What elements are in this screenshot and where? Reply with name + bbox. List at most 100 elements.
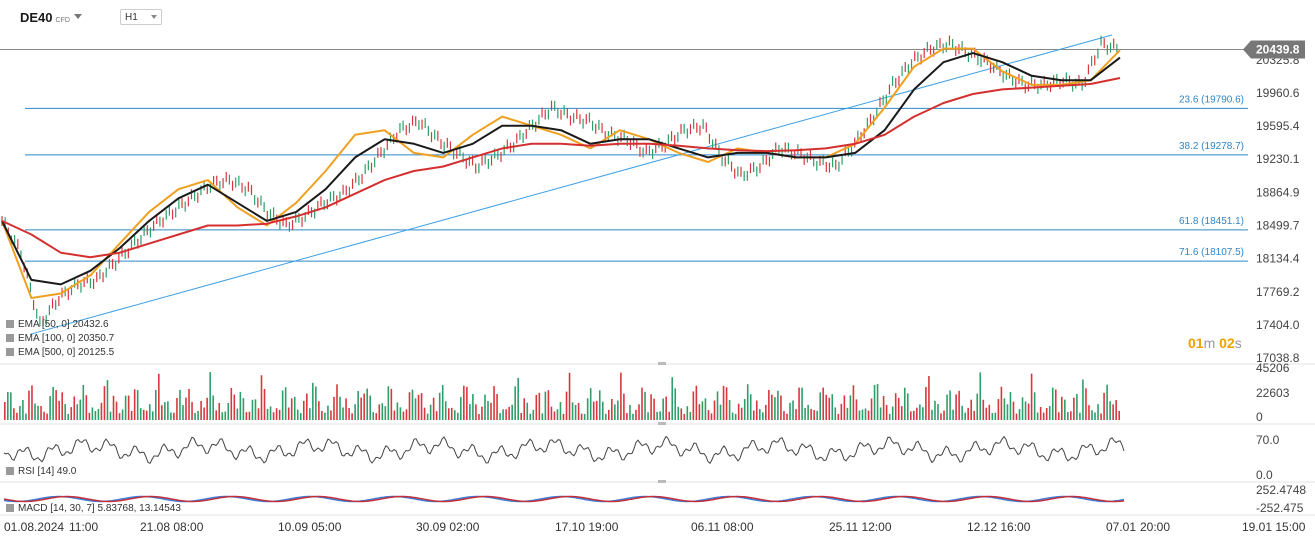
symbol-dropdown-icon[interactable] [74, 14, 82, 19]
legend-ema100[interactable]: EMA [100, 0] 20350.7 [6, 333, 114, 344]
x-tick-label: 07.01 [1106, 520, 1136, 534]
volume-bar [215, 410, 217, 420]
volume-bar [946, 394, 948, 420]
volume-bar [203, 407, 205, 420]
volume-bar [952, 409, 954, 420]
volume-bar [556, 409, 559, 420]
macd-tick-label: -252.475 [1256, 501, 1304, 515]
volume-bar [49, 396, 51, 420]
volume-bar [994, 412, 997, 420]
volume-bar [559, 401, 562, 420]
volume-bar [1085, 388, 1087, 420]
volume-bar [704, 398, 707, 420]
volume-bar [535, 394, 538, 420]
timeframe-select[interactable]: H1 [120, 9, 162, 25]
legend-swatch-icon [6, 504, 14, 512]
volume-bar [786, 413, 788, 420]
volume-bar [1027, 403, 1030, 420]
volume-bar [423, 407, 426, 420]
legend-ema500[interactable]: EMA [500, 0] 20125.5 [6, 347, 114, 358]
volume-bar [4, 402, 6, 420]
volume-bar [79, 399, 82, 420]
volume-bar [287, 407, 290, 420]
volume-bar [894, 393, 897, 420]
volume-bar [641, 387, 643, 420]
volume-bar [1033, 392, 1036, 420]
volume-bar [345, 398, 347, 420]
volume-bar [843, 395, 846, 420]
volume-bar [218, 402, 221, 420]
volume-bar [34, 403, 36, 420]
macd-legend[interactable]: MACD [14, 30, 7] 5.83768, 13.14543 [6, 503, 181, 514]
volume-bar [1048, 406, 1051, 420]
volume-bar [82, 384, 85, 420]
volume-bar [1045, 408, 1048, 420]
volume-bar [447, 408, 450, 420]
timer-seconds: 02 [1219, 335, 1235, 351]
volume-bar [1009, 392, 1012, 420]
legend-ema50[interactable]: EMA [50, 0] 20432.6 [6, 319, 109, 330]
volume-bar [185, 397, 187, 420]
volume-bar [309, 408, 311, 420]
volume-bar [330, 410, 332, 420]
legend-label: EMA [50, 0] 20432.6 [18, 319, 109, 330]
volume-bar [254, 399, 257, 420]
x-tick-label: 19.01 15:00 [1242, 520, 1306, 534]
chevron-down-icon [151, 15, 157, 19]
volume-bar [1061, 396, 1063, 420]
fib-level-label: 23.6 (19790.6) [1179, 94, 1244, 105]
volume-bar [55, 390, 57, 420]
volume-bar [988, 404, 991, 420]
volume-bar [366, 388, 368, 420]
volume-bar [372, 412, 375, 420]
volume-bar [67, 413, 70, 420]
volume-bar [976, 393, 979, 420]
volume-bar [629, 404, 631, 420]
volume-bar [1039, 406, 1042, 420]
volume-bar [411, 389, 414, 420]
volume-tick-label: 45206 [1256, 361, 1290, 375]
volume-bar [852, 385, 855, 420]
volume-bar [1000, 386, 1003, 420]
volume-bar [813, 410, 815, 420]
volume-bar [538, 392, 541, 420]
volume-bar [414, 398, 417, 420]
volume-bar [296, 409, 299, 420]
timer-m-unit: m [1203, 335, 1216, 351]
volume-bar [789, 402, 791, 420]
volume-bar [393, 410, 396, 420]
volume-bar [755, 400, 758, 420]
volume-bar [112, 395, 115, 420]
volume-bar [635, 409, 637, 420]
volume-bar [949, 390, 951, 420]
volume-bar [774, 397, 776, 420]
rsi-legend[interactable]: RSI [14] 49.0 [6, 466, 76, 477]
volume-bar [961, 405, 963, 420]
volume-bar [662, 398, 664, 420]
volume-bar [937, 404, 939, 420]
volume-bar [31, 385, 33, 420]
volume-bar [70, 407, 73, 420]
volume-bar [396, 402, 399, 420]
volume-bar [336, 384, 338, 420]
volume-bar [864, 408, 867, 420]
volume-bar [623, 393, 625, 420]
volume-bar [707, 410, 710, 420]
volume-bar [64, 404, 66, 420]
volume-bar [363, 393, 365, 420]
volume-bar [1067, 412, 1069, 420]
volume-bar [167, 401, 169, 420]
volume-bar [686, 406, 689, 420]
timer-s-unit: s [1234, 335, 1242, 351]
volume-bar [58, 400, 60, 420]
volume-bar [943, 410, 945, 420]
volume-bar [698, 404, 701, 420]
volume-bar [858, 410, 861, 420]
volume-bar [671, 377, 674, 420]
volume-bar [293, 396, 296, 420]
volume-bar [43, 411, 45, 420]
volume-bar [885, 404, 888, 420]
symbol-name[interactable]: DE40 CFD [20, 10, 70, 25]
